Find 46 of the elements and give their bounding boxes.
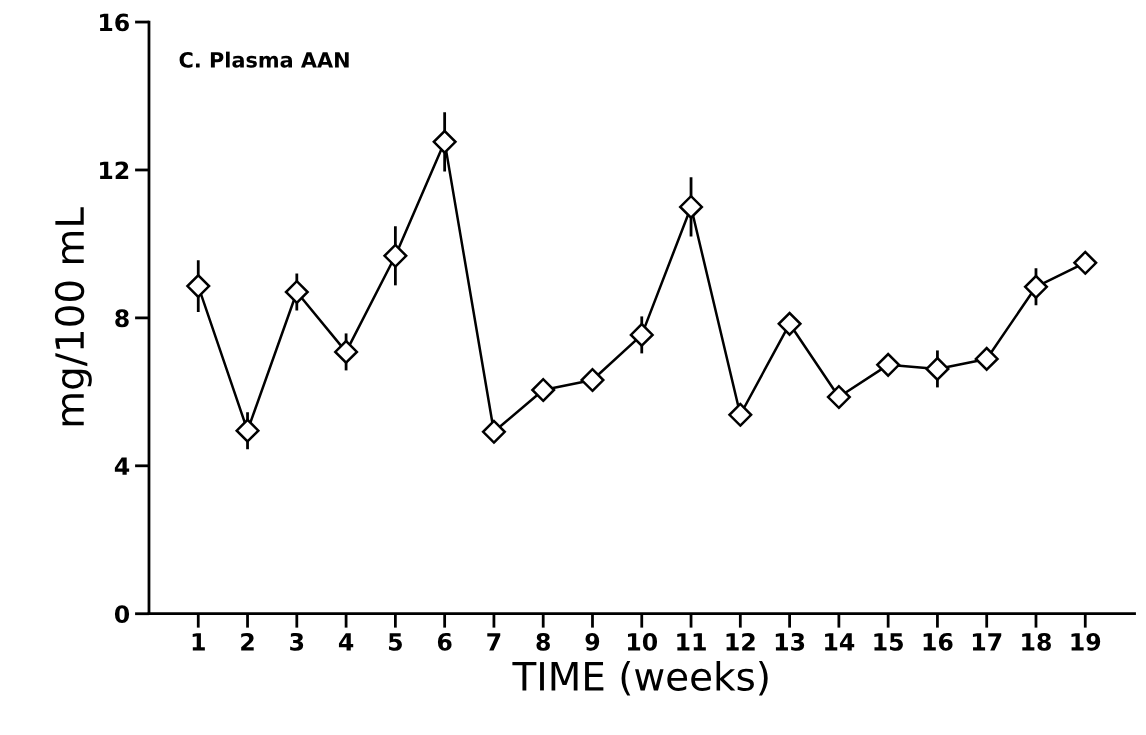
x-tick-label: 14 [825, 633, 855, 651]
point [284, 279, 309, 305]
point [1073, 250, 1098, 275]
x-tick-label: 4 [338, 633, 354, 651]
x-axis-title: TIME (weeks) [512, 660, 768, 696]
x-tick-label: 17 [972, 633, 1002, 651]
point [580, 367, 605, 393]
point [383, 243, 408, 268]
x-tick-label: 7 [487, 633, 501, 651]
y-tick-label: 0 [114, 605, 130, 624]
x-tick-label: 16 [923, 632, 953, 651]
point [777, 311, 802, 336]
point [481, 419, 506, 444]
point [186, 274, 211, 299]
y-axis-title: mg/100 mL [54, 207, 92, 426]
point [728, 402, 753, 427]
y-tick-label: 12 [100, 161, 129, 179]
point [678, 194, 704, 219]
point [925, 356, 950, 381]
x-tick-label: 9 [585, 632, 600, 651]
x-tick-label: 8 [536, 632, 550, 651]
x-tick-label: 6 [437, 632, 452, 651]
x-tick-label: 1 [192, 633, 205, 651]
point [334, 339, 359, 364]
x-tick-label: 3 [290, 632, 304, 651]
text: C. Plasma AAN [179, 51, 349, 68]
x-tick-label: 13 [775, 632, 805, 651]
x-tick-label: 5 [388, 633, 402, 651]
point [531, 377, 556, 403]
y-tick-label: 8 [115, 309, 129, 328]
x-tick-label: 19 [1071, 632, 1101, 651]
y-tick-label: 16 [100, 13, 129, 32]
x-tick-label: 18 [1022, 632, 1051, 651]
point [974, 346, 999, 371]
point [432, 129, 457, 154]
y-tick-label: 4 [114, 457, 130, 475]
point [826, 384, 851, 410]
point [629, 322, 654, 347]
point [1023, 274, 1049, 299]
point [876, 352, 901, 377]
x-tick-label: 11 [677, 633, 706, 651]
x-tick-label: 15 [874, 633, 903, 651]
x-tick-label: 12 [726, 632, 755, 651]
x-tick-label: 10 [628, 632, 658, 651]
point [235, 418, 260, 443]
x-tick-label: 2 [241, 632, 254, 651]
